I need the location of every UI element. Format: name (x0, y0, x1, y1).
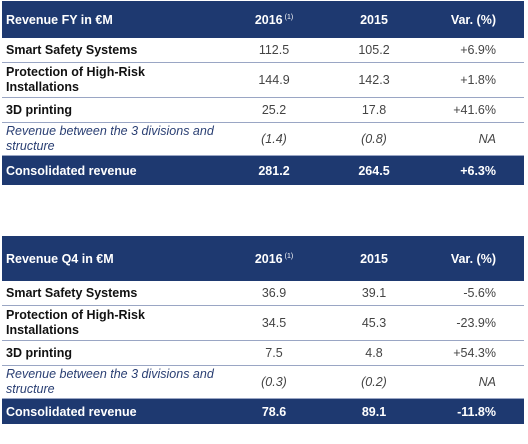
value-2015: (0.2) (324, 365, 424, 399)
value-2015: 142.3 (324, 62, 424, 98)
column-header-var: Var. (%) (424, 236, 524, 281)
row-label: Protection of High-Risk Installations (2, 305, 224, 341)
value-2016: (0.3) (224, 365, 324, 399)
table-row: Protection of High-Risk Installations 14… (2, 62, 524, 98)
row-label: Smart Safety Systems (2, 38, 224, 63)
value-var: +1.8% (424, 62, 524, 98)
row-label: 3D printing (2, 340, 224, 366)
total-label: Consolidated revenue (2, 398, 224, 424)
table-row: Revenue between the 3 divisions and stru… (2, 365, 524, 399)
row-label: 3D printing (2, 97, 224, 123)
total-var: -11.8% (424, 398, 524, 424)
total-2015: 264.5 (324, 155, 424, 185)
value-var: -5.6% (424, 281, 524, 306)
column-header-2016: 2016 (1) (224, 236, 324, 281)
value-2016: 36.9 (224, 281, 324, 306)
column-header-2015: 2015 (324, 1, 424, 38)
value-2015: 105.2 (324, 38, 424, 63)
value-2016: 34.5 (224, 305, 324, 341)
column-header-2016: 2016 (1) (224, 1, 324, 38)
row-label: Protection of High-Risk Installations (2, 62, 224, 98)
value-var: -23.9% (424, 305, 524, 341)
total-2015: 89.1 (324, 398, 424, 424)
value-2016: 112.5 (224, 38, 324, 63)
table-title: Revenue Q4 in €M (2, 236, 224, 281)
column-header-2016-label: 2016 (254, 12, 283, 27)
table-row: 3D printing 25.2 17.8 +41.6% (2, 97, 524, 123)
table-row: Revenue between the 3 divisions and stru… (2, 122, 524, 156)
column-header-2016-label: 2016 (254, 251, 283, 266)
table-title: Revenue FY in €M (2, 1, 224, 38)
table-header-row: Revenue FY in €M 2016 (1) 2015 Var. (%) (2, 1, 524, 38)
footnote-marker: (1) (284, 252, 294, 260)
value-2015: (0.8) (324, 122, 424, 156)
total-2016: 281.2 (224, 155, 324, 185)
table-row: Protection of High-Risk Installations 34… (2, 305, 524, 341)
table-row: Smart Safety Systems 36.9 39.1 -5.6% (2, 281, 524, 306)
value-var: +41.6% (424, 97, 524, 123)
row-label: Revenue between the 3 divisions and stru… (2, 365, 224, 399)
total-row: Consolidated revenue 78.6 89.1 -11.8% (2, 398, 524, 424)
value-2015: 17.8 (324, 97, 424, 123)
revenue-fy-table: Revenue FY in €M 2016 (1) 2015 Var. (%) S… (2, 1, 524, 185)
table-row: Smart Safety Systems 112.5 105.2 +6.9% (2, 38, 524, 63)
value-2016: 25.2 (224, 97, 324, 123)
table-row: 3D printing 7.5 4.8 +54.3% (2, 340, 524, 366)
total-var: +6.3% (424, 155, 524, 185)
column-header-var: Var. (%) (424, 1, 524, 38)
value-2015: 39.1 (324, 281, 424, 306)
value-2016: (1.4) (224, 122, 324, 156)
value-var: NA (424, 122, 524, 156)
value-2016: 7.5 (224, 340, 324, 366)
total-2016: 78.6 (224, 398, 324, 424)
column-header-2015: 2015 (324, 236, 424, 281)
table-header-row: Revenue Q4 in €M 2016 (1) 2015 Var. (%) (2, 236, 524, 281)
footnote-marker: (1) (284, 13, 294, 21)
row-label: Smart Safety Systems (2, 281, 224, 306)
value-var: +54.3% (424, 340, 524, 366)
value-2015: 4.8 (324, 340, 424, 366)
value-2016: 144.9 (224, 62, 324, 98)
value-var: NA (424, 365, 524, 399)
total-row: Consolidated revenue 281.2 264.5 +6.3% (2, 155, 524, 185)
total-label: Consolidated revenue (2, 155, 224, 185)
value-var: +6.9% (424, 38, 524, 63)
row-label: Revenue between the 3 divisions and stru… (2, 122, 224, 156)
value-2015: 45.3 (324, 305, 424, 341)
revenue-q4-table: Revenue Q4 in €M 2016 (1) 2015 Var. (%) S… (2, 236, 524, 424)
